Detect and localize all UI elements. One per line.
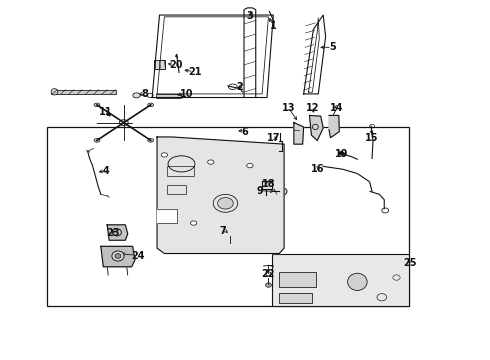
Text: 6: 6 [242, 127, 248, 136]
Ellipse shape [133, 93, 140, 98]
Ellipse shape [148, 103, 154, 107]
Text: 12: 12 [306, 103, 319, 113]
Ellipse shape [51, 89, 58, 95]
Bar [47, 127, 409, 306]
Text: 9: 9 [256, 186, 263, 197]
Ellipse shape [218, 198, 233, 209]
Bar [50, 90, 116, 94]
Text: 11: 11 [99, 107, 113, 117]
Ellipse shape [94, 139, 100, 142]
Ellipse shape [94, 103, 100, 107]
Text: 8: 8 [142, 89, 148, 99]
Ellipse shape [161, 153, 168, 157]
Ellipse shape [227, 242, 233, 246]
Ellipse shape [347, 273, 367, 291]
Polygon shape [310, 116, 323, 140]
Text: 17: 17 [267, 133, 280, 143]
Text: 13: 13 [282, 103, 296, 113]
Text: 7: 7 [220, 226, 226, 236]
Ellipse shape [208, 160, 214, 164]
Polygon shape [294, 123, 304, 144]
Text: 21: 21 [189, 67, 202, 77]
Text: 19: 19 [335, 149, 348, 159]
Ellipse shape [276, 188, 287, 195]
Bar [167, 166, 194, 176]
Polygon shape [107, 225, 128, 240]
Polygon shape [157, 137, 284, 253]
Text: 16: 16 [311, 164, 324, 174]
Text: 22: 22 [262, 269, 275, 279]
Bar [154, 60, 165, 69]
Text: 23: 23 [106, 228, 120, 238]
Ellipse shape [339, 152, 343, 155]
Polygon shape [329, 116, 339, 138]
Text: 14: 14 [330, 103, 343, 113]
Bar [272, 254, 409, 306]
Ellipse shape [191, 221, 197, 225]
Text: 15: 15 [365, 133, 379, 143]
Bar [167, 185, 186, 194]
Bar [279, 272, 316, 287]
Polygon shape [101, 246, 135, 267]
Ellipse shape [112, 251, 124, 261]
Text: 5: 5 [330, 42, 336, 52]
Text: 18: 18 [262, 179, 275, 189]
Ellipse shape [115, 254, 121, 258]
Text: 3: 3 [246, 11, 253, 21]
Bar [156, 94, 180, 98]
Text: 10: 10 [180, 89, 193, 99]
Polygon shape [157, 209, 176, 223]
Ellipse shape [120, 120, 128, 126]
Bar [279, 293, 313, 303]
Text: 24: 24 [131, 251, 144, 261]
Text: 4: 4 [102, 166, 109, 176]
Ellipse shape [266, 283, 271, 287]
Ellipse shape [246, 163, 253, 168]
Text: 2: 2 [237, 82, 244, 93]
Text: 25: 25 [403, 258, 417, 268]
Text: 20: 20 [169, 60, 182, 70]
Text: 1: 1 [270, 21, 277, 31]
Ellipse shape [148, 139, 154, 142]
